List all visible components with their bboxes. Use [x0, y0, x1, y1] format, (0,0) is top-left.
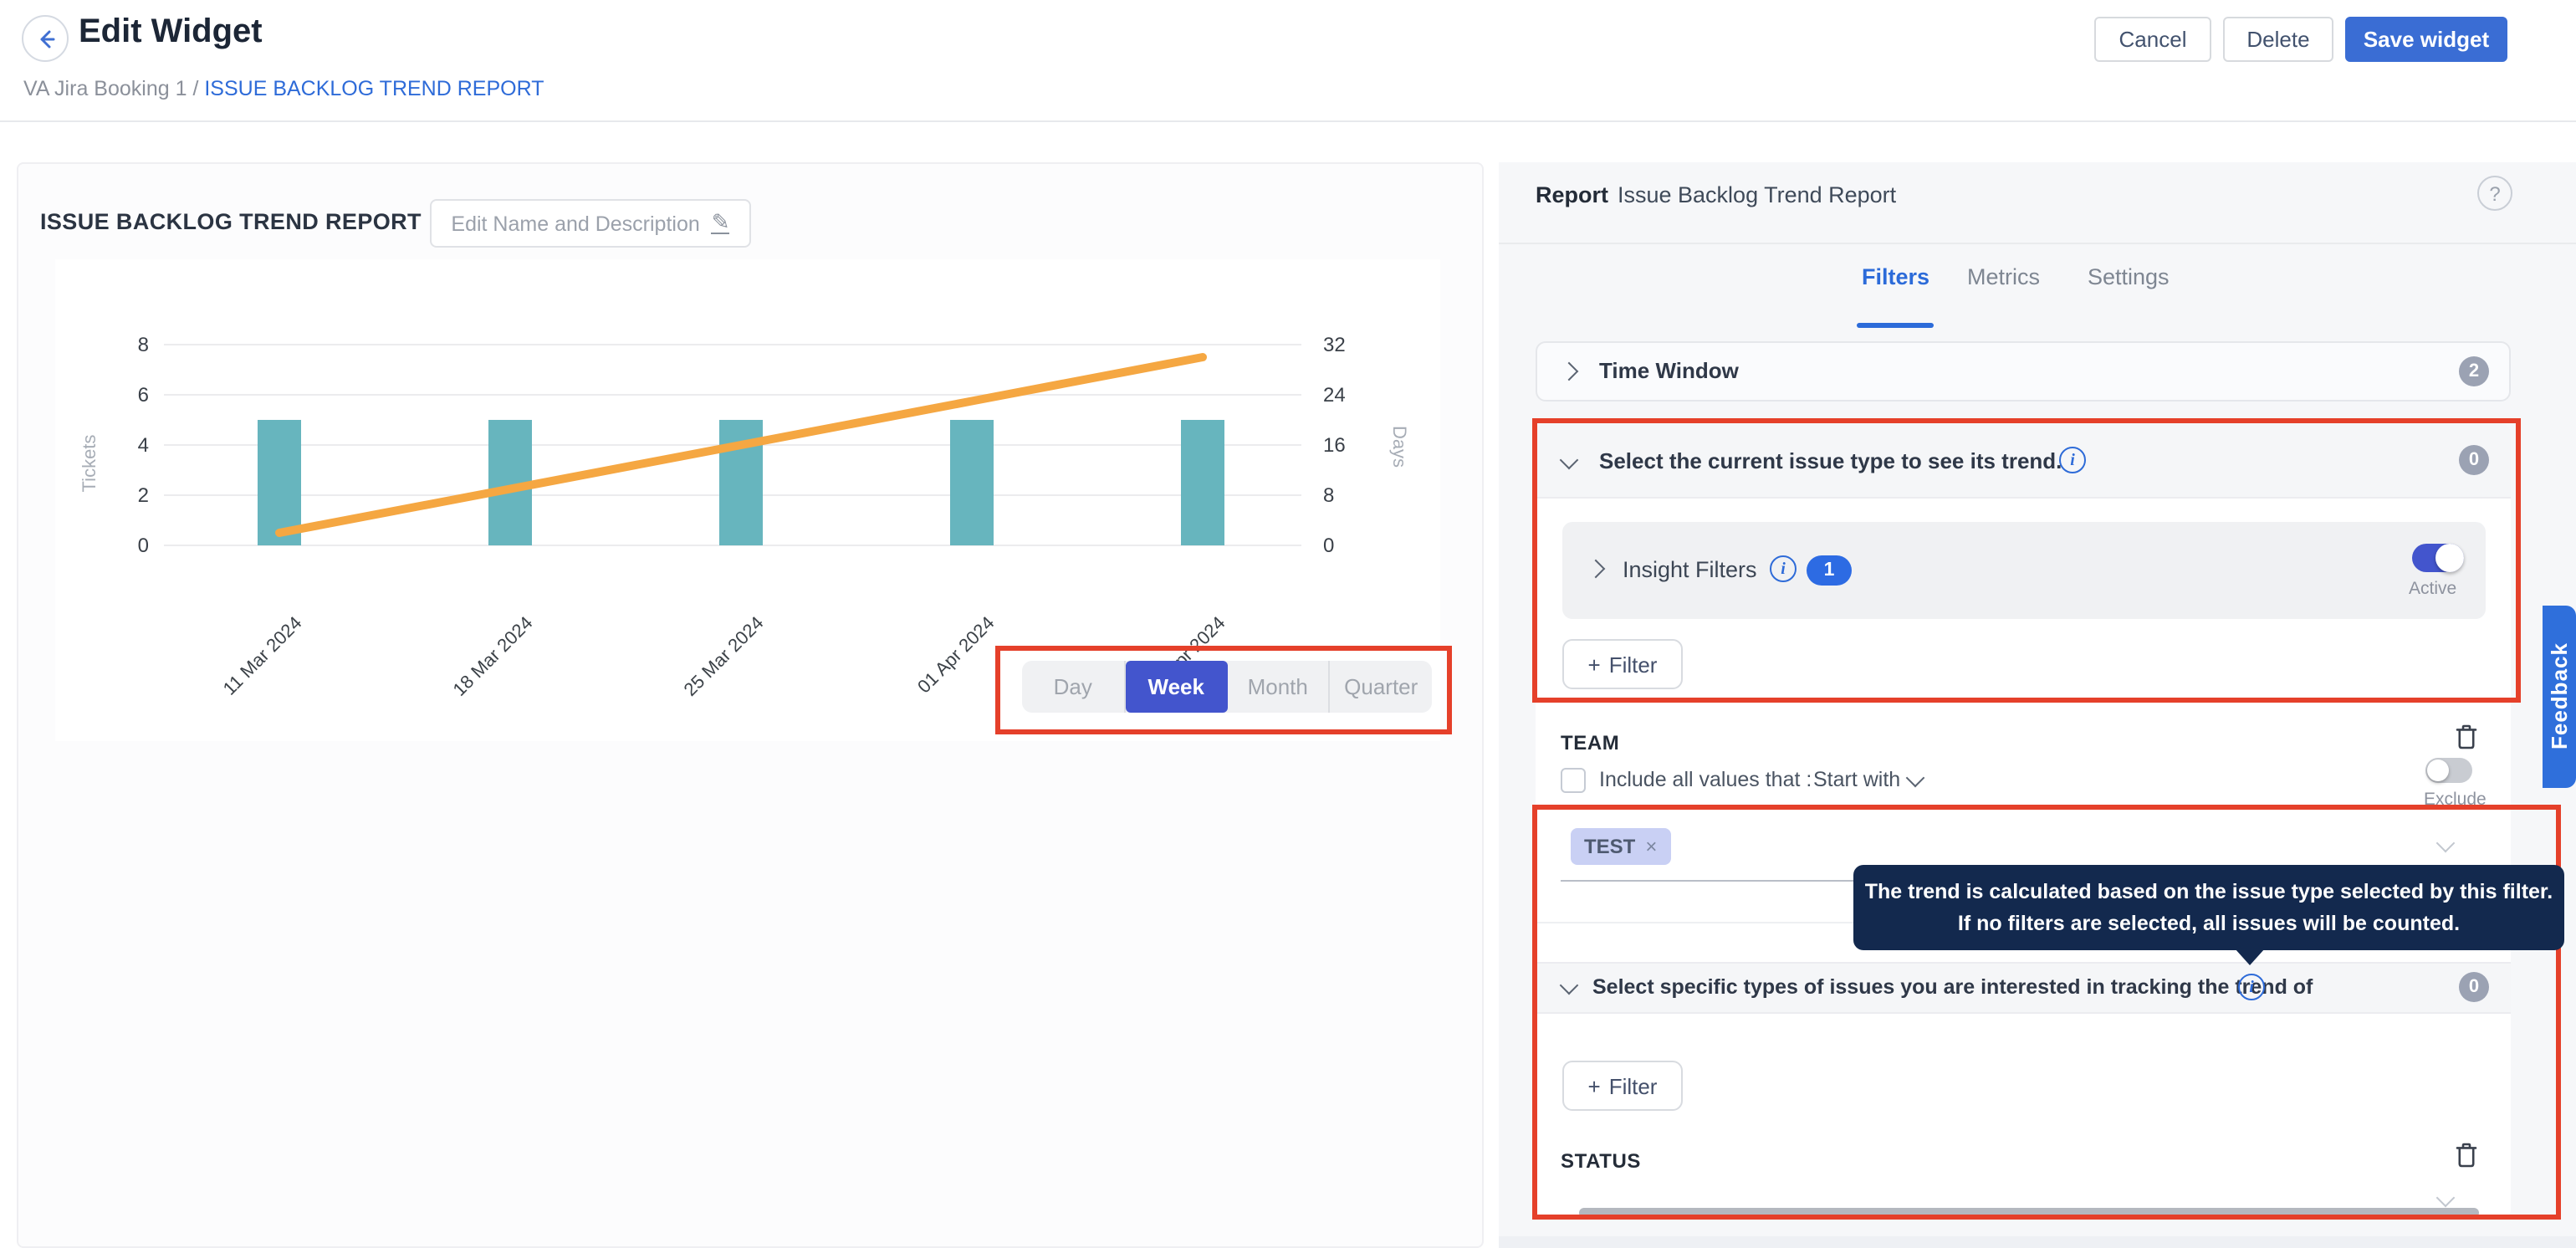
breadcrumb-parent: VA Jira Booking 1 — [23, 77, 187, 100]
save-widget-button[interactable]: Save widget — [2345, 17, 2507, 62]
tooltip-line2: If no filters are selected, all issues w… — [1957, 911, 2461, 934]
current-issue-badge: 0 — [2459, 445, 2489, 475]
pencil-icon: ✎ — [711, 209, 730, 234]
insight-filters-badge: 1 — [1807, 555, 1852, 586]
current-issue-section-header[interactable] — [1536, 423, 2511, 499]
toggle-option-week[interactable]: Week — [1125, 661, 1227, 713]
svg-text:8: 8 — [1323, 484, 1334, 507]
tab-settings[interactable]: Settings — [2088, 264, 2170, 289]
feedback-tab[interactable]: Feedback — [2543, 606, 2576, 788]
toggle-option-month[interactable]: Month — [1227, 661, 1331, 713]
report-name: Issue Backlog Trend Report — [1618, 182, 1897, 207]
svg-text:16: 16 — [1323, 434, 1346, 457]
tooltip-line1: The trend is calculated based on the iss… — [1864, 879, 2553, 903]
status-filter-name: STATUS — [1561, 1149, 1642, 1173]
widget-title: ISSUE BACKLOG TREND REPORT — [40, 209, 422, 234]
header-divider — [0, 120, 2576, 122]
delete-button[interactable]: Delete — [2223, 17, 2333, 62]
toggle-knob — [2435, 544, 2464, 572]
active-tab-underline — [1857, 323, 1934, 328]
operator-dropdown-value[interactable]: Start with — [1813, 768, 1901, 791]
specific-types-title: Select specific types of issues you are … — [1592, 975, 2313, 999]
trend-chart: 0 0 2 8 4 16 6 24 8 32 Tickets Days 11 Mar 2024 18 Ma… — [55, 259, 1440, 741]
back-button[interactable] — [22, 15, 69, 62]
svg-text:2: 2 — [138, 484, 149, 507]
breadcrumb: VA Jira Booking 1 / ISSUE BACKLOG TREND … — [23, 77, 544, 100]
team-filter-name: TEAM — [1561, 731, 1620, 754]
time-window-badge: 2 — [2459, 356, 2489, 386]
specific-types-info-icon[interactable]: i — [2238, 974, 2265, 1000]
specific-types-badge: 0 — [2459, 972, 2489, 1002]
tab-metrics[interactable]: Metrics — [1967, 264, 2040, 289]
svg-text:32: 32 — [1323, 334, 1346, 356]
period-toggle-group: Day Week Month Quarter — [1022, 661, 1432, 713]
current-issue-info-icon[interactable]: i — [2059, 447, 2086, 473]
edit-name-label: Edit Name and Description — [451, 212, 700, 235]
tab-filters[interactable]: Filters — [1862, 264, 1930, 289]
trend-tooltip: The trend is calculated based on the iss… — [1853, 865, 2564, 950]
svg-text:24: 24 — [1323, 384, 1346, 407]
insight-filters-card[interactable] — [1562, 522, 2486, 619]
add-filter-button[interactable]: + Filter — [1562, 639, 1683, 689]
plus-icon: + — [1587, 1073, 1601, 1098]
toggle-option-day[interactable]: Day — [1022, 661, 1126, 713]
panel-bottom-strip — [1499, 1236, 2576, 1248]
svg-text:6: 6 — [138, 384, 149, 407]
chart-svg: 0 0 2 8 4 16 6 24 8 32 Tickets Days 11 Mar 2024 18 Ma… — [79, 334, 1410, 700]
svg-text:0: 0 — [138, 534, 149, 557]
svg-text:0: 0 — [1323, 534, 1334, 557]
toggle-knob — [2427, 760, 2449, 781]
svg-text:8: 8 — [138, 334, 149, 356]
tag-close-icon[interactable]: × — [1645, 835, 1658, 858]
active-toggle-label: Active — [2409, 579, 2457, 599]
add-filter-label: Filter — [1608, 1073, 1658, 1098]
breadcrumb-separator: / — [187, 77, 205, 100]
horizontal-scrollbar-thumb[interactable] — [1579, 1208, 2479, 1218]
help-icon[interactable]: ? — [2477, 176, 2512, 211]
svg-text:25 Mar 2024: 25 Mar 2024 — [680, 612, 768, 700]
insight-active-toggle[interactable] — [2412, 544, 2464, 572]
trash-icon-status[interactable] — [2454, 1141, 2479, 1169]
team-value-tag: TEST × — [1571, 828, 1671, 865]
panel-divider — [1499, 243, 2576, 244]
trash-icon-team[interactable] — [2454, 723, 2479, 751]
svg-text:Days: Days — [1389, 426, 1410, 468]
specific-types-section-header[interactable] — [1536, 962, 2511, 1014]
report-label: Report — [1536, 182, 1608, 207]
svg-text:4: 4 — [138, 434, 149, 457]
add-filter-button-2[interactable]: + Filter — [1562, 1061, 1683, 1111]
cancel-button[interactable]: Cancel — [2094, 17, 2211, 62]
time-window-label: Time Window — [1599, 358, 1739, 383]
tooltip-arrow — [2235, 949, 2265, 965]
include-all-values-checkbox[interactable] — [1561, 768, 1586, 793]
current-issue-title: Select the current issue type to see its… — [1599, 448, 2062, 473]
svg-text:18 Mar 2024: 18 Mar 2024 — [449, 612, 537, 700]
time-window-section[interactable] — [1536, 341, 2511, 402]
svg-text:11 Mar 2024: 11 Mar 2024 — [219, 612, 306, 699]
exclude-toggle[interactable] — [2425, 758, 2472, 783]
svg-text:Tickets: Tickets — [79, 435, 100, 493]
toggle-option-quarter[interactable]: Quarter — [1344, 674, 1418, 699]
add-filter-label: Filter — [1608, 652, 1658, 677]
tag-label: TEST — [1584, 835, 1636, 858]
breadcrumb-current-link[interactable]: ISSUE BACKLOG TREND REPORT — [204, 77, 544, 100]
plus-icon: + — [1587, 652, 1601, 677]
insight-filters-info-icon[interactable]: i — [1770, 555, 1797, 582]
edit-name-description-button[interactable]: Edit Name and Description ✎ — [430, 199, 751, 248]
insight-filters-label: Insight Filters — [1623, 557, 1757, 582]
include-all-values-label: Include all values that : — [1599, 768, 1812, 791]
exclude-toggle-label: Exclude — [2424, 790, 2487, 810]
svg-text:01 Apr 2024: 01 Apr 2024 — [913, 612, 999, 698]
page-title: Edit Widget — [79, 13, 263, 50]
arrow-left-icon — [39, 29, 54, 48]
